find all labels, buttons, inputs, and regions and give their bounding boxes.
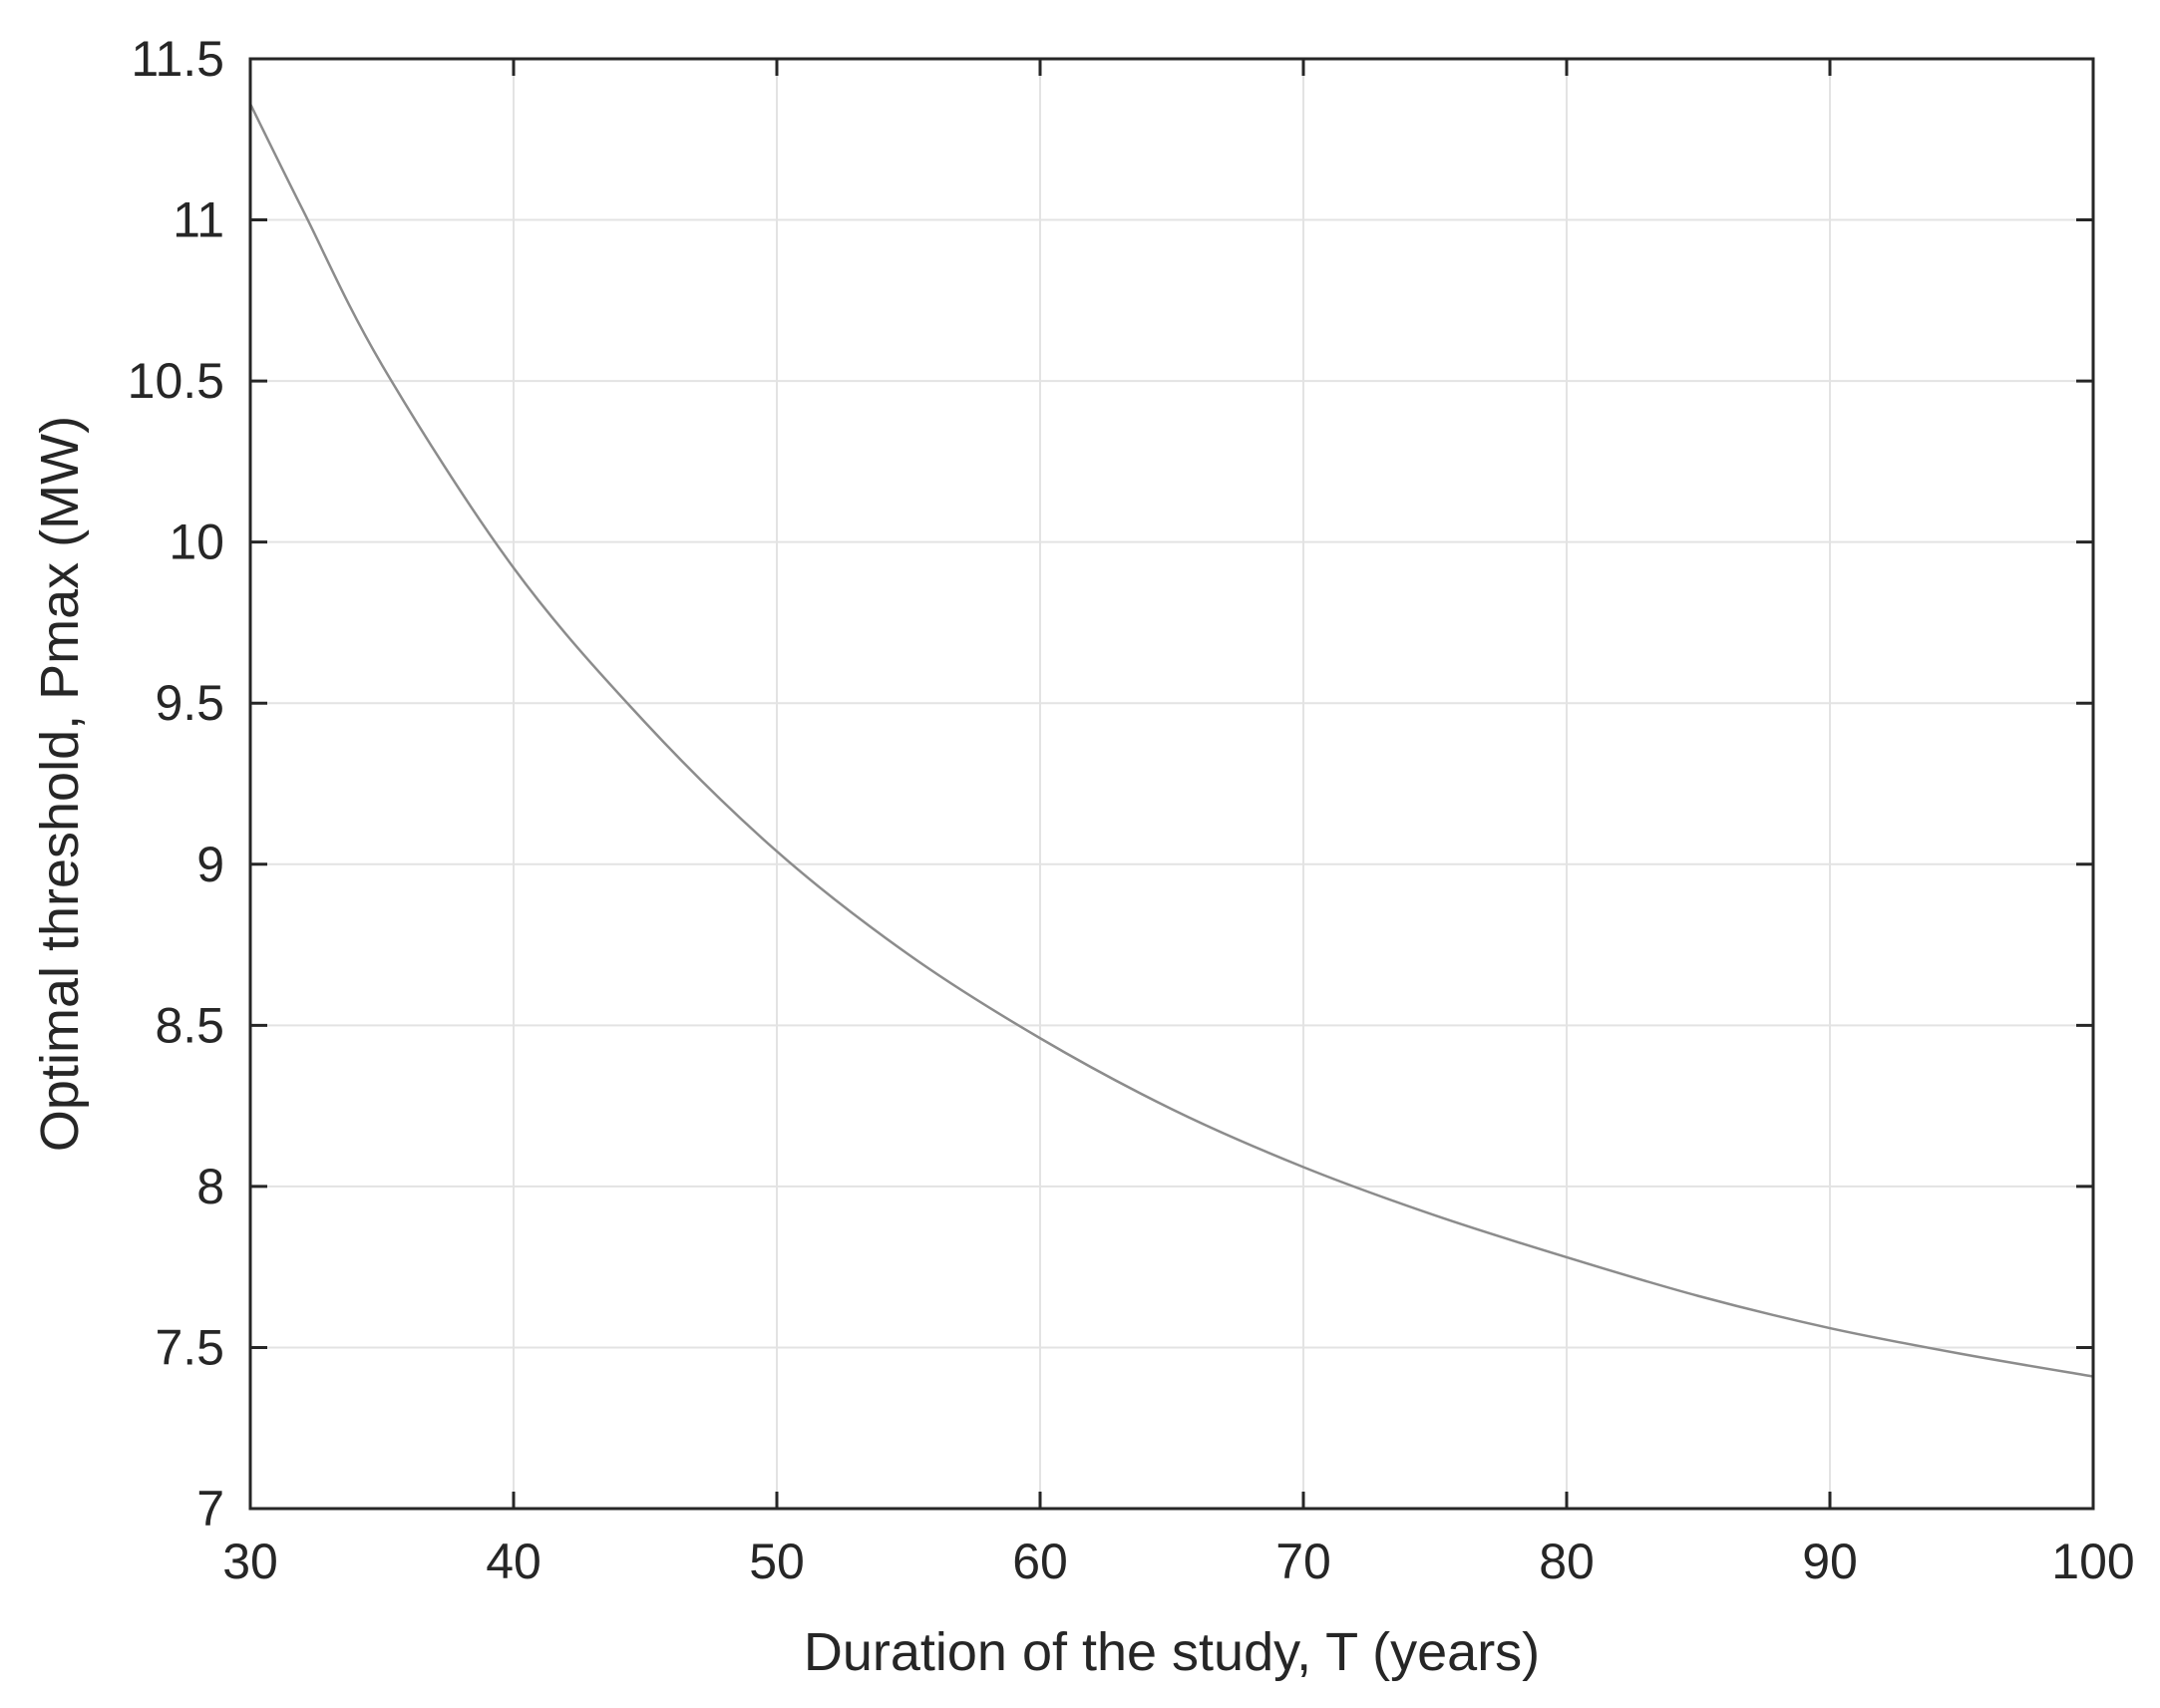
y-axis-label: Optimal threshold, Pmax (MW) — [30, 416, 90, 1152]
x-tick-label: 30 — [222, 1534, 278, 1589]
y-tick-label: 9 — [196, 837, 224, 892]
y-tick-label: 11.5 — [131, 31, 224, 87]
plot-frame — [248, 57, 2095, 1511]
y-tick-label: 7.5 — [155, 1319, 224, 1375]
x-tick-label: 80 — [1539, 1534, 1595, 1589]
axis-ticks — [248, 57, 2095, 1511]
y-tick-label: 10 — [169, 514, 224, 570]
y-tick-label: 9.5 — [155, 675, 224, 731]
y-tick-label: 8.5 — [155, 997, 224, 1053]
x-axis-label: Duration of the study, T (years) — [804, 1622, 1540, 1682]
x-tick-label: 40 — [486, 1534, 541, 1589]
x-tick-label: 90 — [1802, 1534, 1858, 1589]
series-line — [248, 103, 2094, 1378]
y-tick-label: 10.5 — [128, 353, 224, 409]
x-tick-labels: 30 40 50 60 70 80 90 100 — [222, 1534, 2135, 1589]
x-tick-label: 100 — [2051, 1534, 2134, 1589]
y-tick-labels: 7 7.5 8 8.5 9 9.5 10 10.5 11 11.5 — [128, 31, 224, 1537]
grid-lines — [249, 58, 2094, 1510]
x-tick-label: 50 — [749, 1534, 805, 1589]
y-tick-label: 7 — [196, 1481, 224, 1537]
y-tick-label: 8 — [196, 1159, 224, 1214]
series-layer — [248, 103, 2094, 1378]
x-tick-label: 70 — [1275, 1534, 1331, 1589]
x-tick-label: 60 — [1012, 1534, 1068, 1589]
y-tick-label: 11 — [173, 192, 224, 248]
